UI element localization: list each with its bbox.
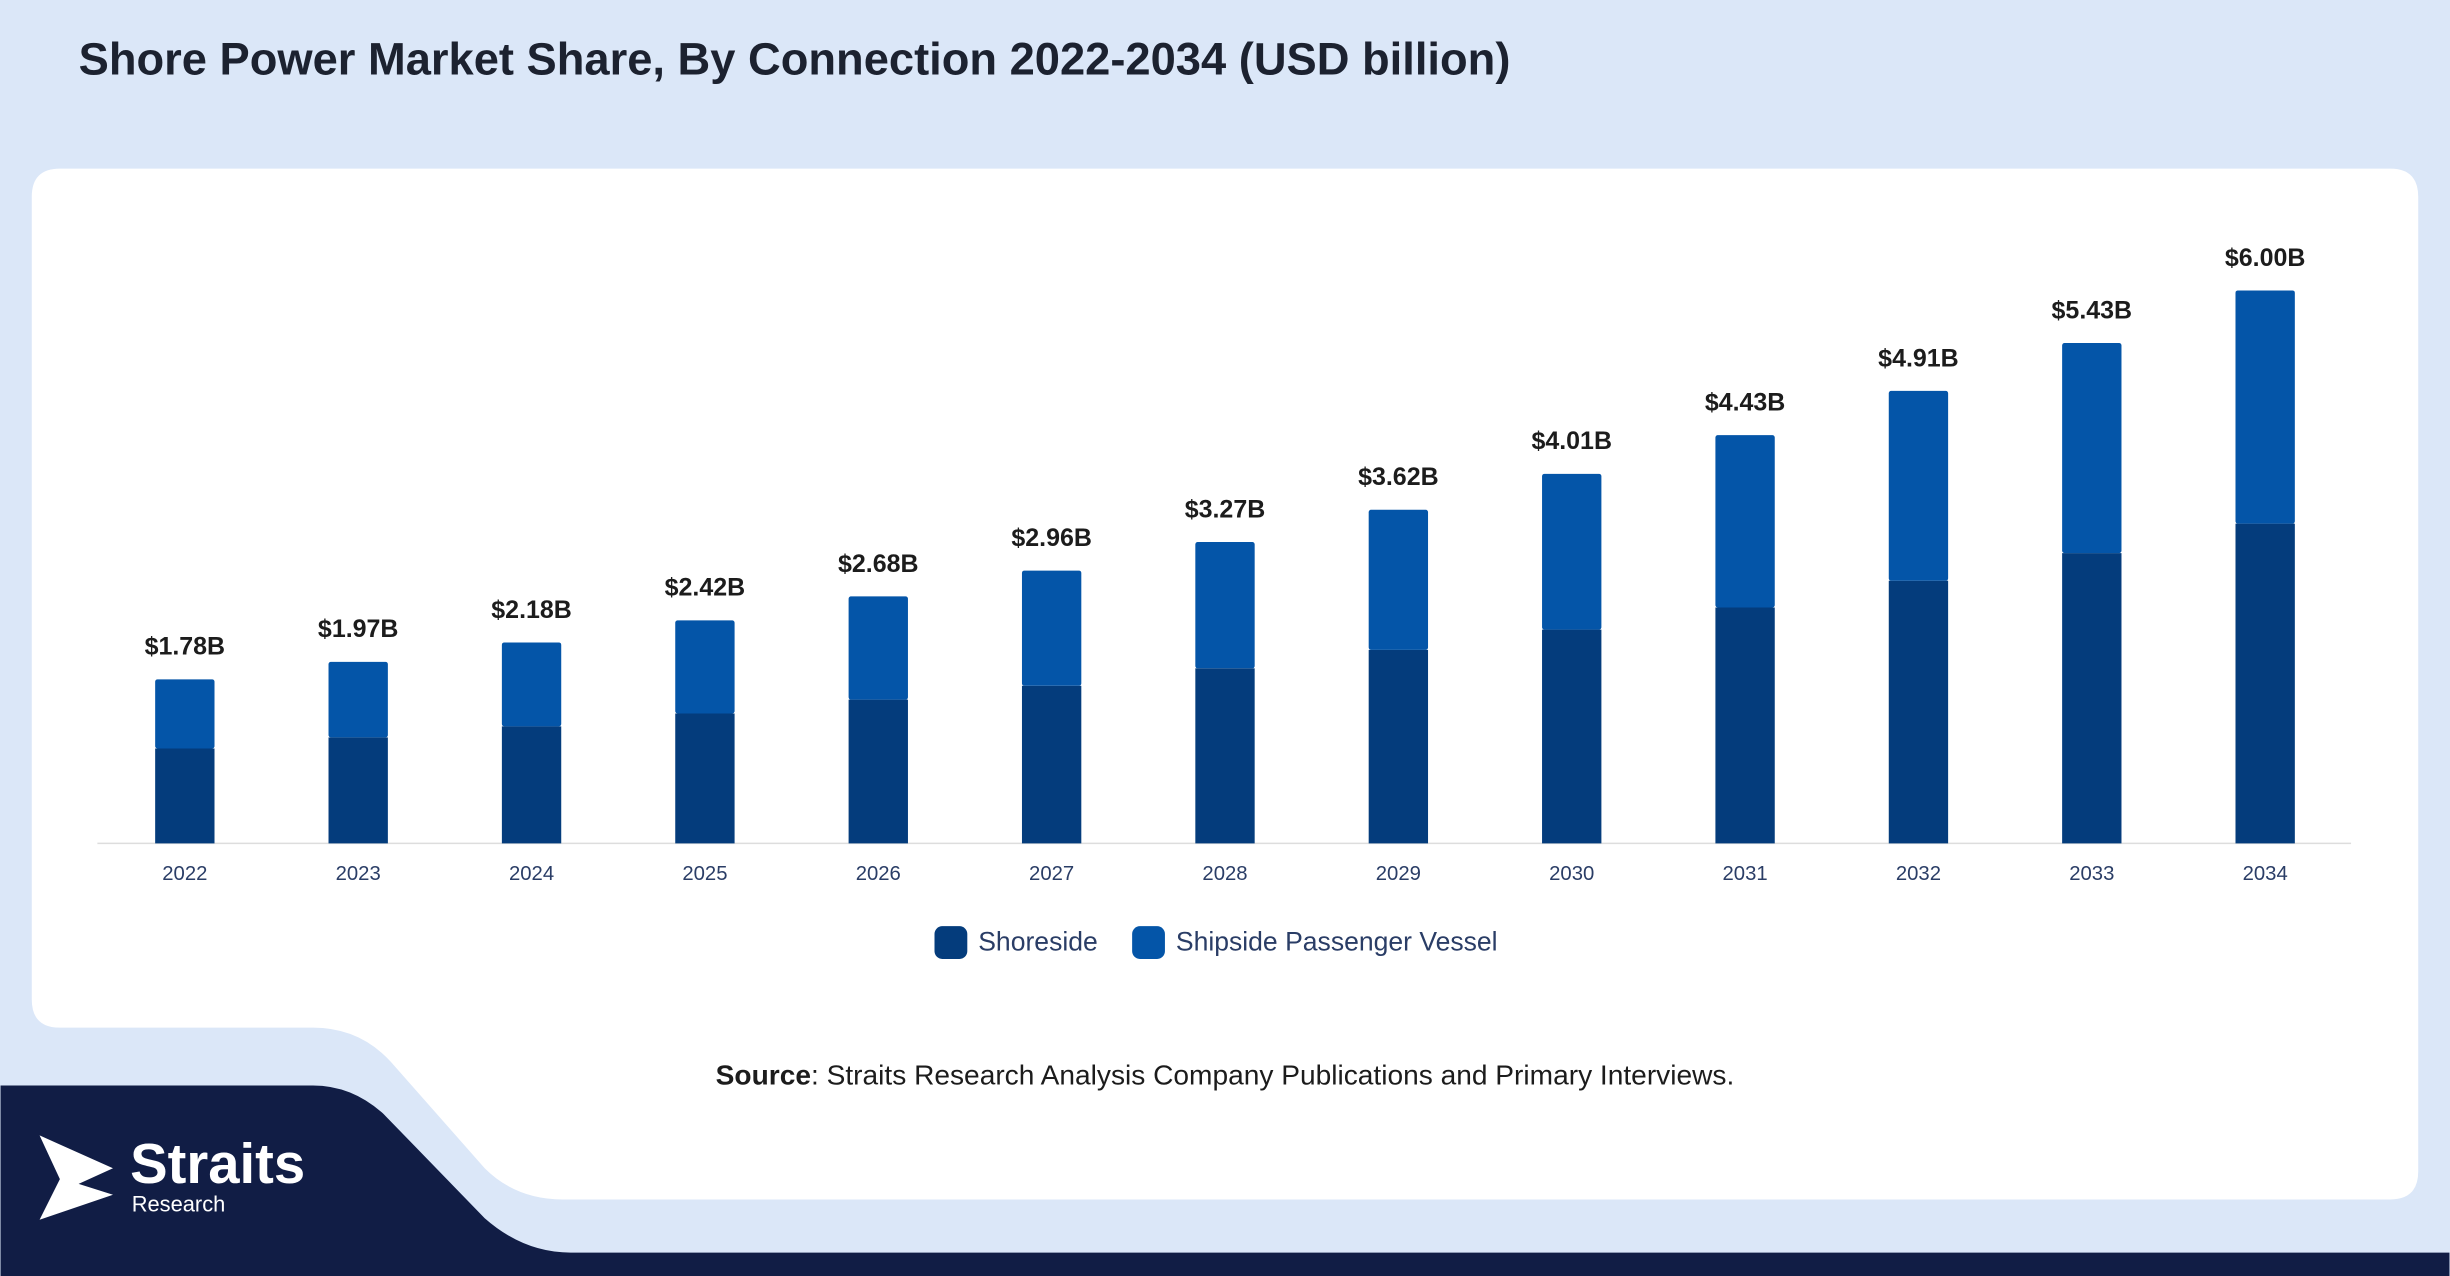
bar-segment: [848, 596, 908, 700]
bar-segment: [155, 679, 215, 749]
total-label: $5.43B: [2052, 296, 2133, 324]
bar-segment: [1715, 607, 1775, 844]
bar-segment: [1888, 390, 1949, 581]
x-tick-label: 2032: [1896, 863, 1941, 885]
footer-band: [0, 1085, 2450, 1276]
total-label: $3.27B: [1185, 495, 1266, 523]
x-tick-label: 2031: [1723, 863, 1768, 885]
bar-segment: [1368, 649, 1429, 844]
bar-segment: [675, 713, 735, 844]
source: Source: Straits Research Analysis Compan…: [716, 1060, 1735, 1091]
legend-swatch: [934, 926, 968, 959]
bar-segment: [1195, 542, 1255, 669]
x-tick-label: 2025: [682, 863, 727, 885]
bar-segment: [1542, 629, 1602, 844]
total-label: $6.00B: [2225, 244, 2306, 272]
bar-segment: [328, 661, 388, 738]
total-label: $4.01B: [1531, 427, 1612, 455]
bar-segment: [848, 699, 908, 844]
bar-segment: [328, 737, 388, 844]
chart-title: Shore Power Market Share, By Connection …: [79, 33, 1511, 84]
x-tick-label: 2034: [2243, 863, 2288, 885]
bar-segment: [1715, 435, 1775, 608]
total-label: $1.78B: [145, 633, 226, 661]
source-label: Source: [716, 1060, 811, 1091]
x-tick-label: 2026: [856, 863, 901, 885]
logo-icon: [39, 1135, 113, 1220]
bar-segment: [2235, 523, 2295, 844]
bar-segment: [155, 748, 215, 844]
bar-segment: [1195, 668, 1255, 844]
total-label: $2.96B: [1011, 524, 1092, 552]
bar-segment: [1368, 509, 1429, 650]
total-label: $4.43B: [1705, 389, 1786, 417]
total-label: $1.97B: [318, 615, 399, 643]
bar-segment: [501, 726, 562, 844]
total-label: $2.42B: [665, 574, 746, 602]
bar-segment: [2062, 343, 2122, 554]
brand: Straits: [130, 1132, 305, 1195]
x-tick-label: 2028: [1202, 863, 1247, 885]
total-label: $2.68B: [838, 550, 919, 578]
source-text: : Straits Research Analysis Company Publ…: [811, 1060, 1734, 1091]
bar-segment: [1021, 685, 1082, 844]
bar-segment: [2062, 553, 2122, 844]
x-tick-label: 2033: [2069, 863, 2114, 885]
x-tick-label: 2030: [1549, 863, 1594, 885]
total-label: $3.62B: [1358, 463, 1439, 491]
legend-label: Shoreside: [978, 926, 1098, 956]
x-tick-label: 2023: [336, 863, 381, 885]
bar-segment: [1542, 473, 1602, 630]
x-tick-label: 2027: [1029, 863, 1074, 885]
total-label: $4.91B: [1878, 344, 1959, 372]
x-tick-label: 2022: [162, 863, 207, 885]
bar-segment: [675, 620, 735, 714]
bar-segment: [2235, 290, 2295, 524]
x-tick-label: 2029: [1376, 863, 1421, 885]
bar-segment: [501, 642, 562, 727]
x-tick-label: 2024: [509, 863, 554, 885]
brand-sub: Research: [132, 1191, 226, 1216]
bar-segment: [1888, 580, 1949, 844]
legend-label: Shipside Passenger Vessel: [1176, 926, 1498, 956]
bar-segment: [1021, 570, 1082, 686]
legend-swatch: [1132, 926, 1165, 959]
total-label: $2.18B: [491, 596, 572, 624]
